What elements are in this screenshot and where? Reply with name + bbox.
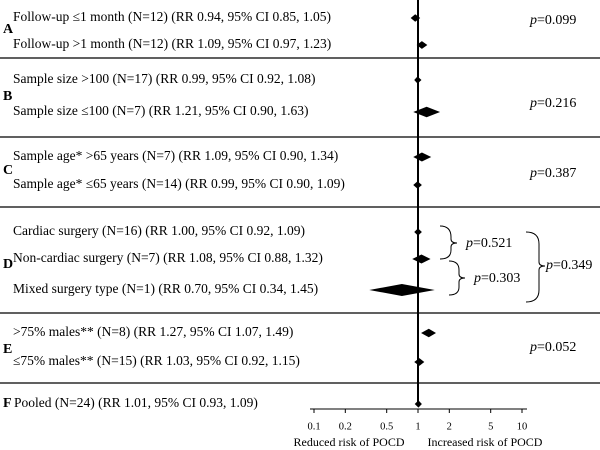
x-tick-label: 0.1: [307, 421, 320, 432]
estimate-diamond: [414, 358, 425, 366]
group-letter: C: [3, 163, 13, 178]
x-tick-label: 10: [517, 421, 528, 432]
row-label: ≤75% males** (N=15) (RR 1.03, 95% CI 0.9…: [13, 353, 300, 368]
p-symbol: p: [529, 340, 537, 355]
x-tick-label: 1: [415, 421, 420, 432]
row-label: >75% males** (N=8) (RR 1.27, 95% CI 1.07…: [13, 324, 293, 339]
p-number: =0.349: [553, 258, 592, 273]
estimate-diamond: [414, 76, 422, 84]
p-number: =0.303: [481, 271, 520, 286]
bracket-cardiac-vs-noncardiac: [439, 225, 458, 260]
row-label: Mixed surgery type (N=1) (RR 0.70, 95% C…: [13, 281, 318, 296]
group-separators: [0, 57, 600, 384]
estimate-diamond: [410, 14, 421, 22]
group-letter: F: [3, 396, 12, 411]
p-symbol: p: [529, 96, 537, 111]
p-number: =0.052: [537, 340, 576, 355]
x-tick-label: 2: [447, 421, 452, 432]
estimate-diamond: [421, 328, 437, 338]
x-tick-label: 5: [488, 421, 493, 432]
p-number: =0.387: [537, 166, 576, 181]
p-values: p=0.099p=0.216p=0.387p=0.521p=0.303p=0.3…: [439, 13, 592, 355]
estimate-diamond: [414, 400, 422, 408]
row-label: Sample age* ≤65 years (N=14) (RR 0.99, 9…: [13, 176, 345, 191]
estimate-diamond: [414, 228, 422, 236]
x-axis: 0.1 0.2 0.5 1 2 5 10 Reduced risk of POCD Increa…: [294, 408, 543, 449]
x-tick-label: 0.5: [380, 421, 393, 432]
bracket-surgery-overall: [525, 231, 546, 303]
estimate-marks: [369, 14, 441, 408]
p-value-cardiac-vs-noncardiac: p=0.521: [465, 236, 512, 251]
estimate-diamond: [369, 284, 435, 296]
p-value-surgery-overall: p=0.349: [545, 258, 592, 273]
estimate-diamond: [412, 254, 431, 264]
left-axis-caption: Reduced risk of POCD: [294, 435, 405, 449]
row-label: Cardiac surgery (N=16) (RR 1.00, 95% CI …: [13, 223, 305, 238]
group-p-value: p=0.052: [529, 340, 576, 355]
group-p-value: p=0.216: [529, 96, 576, 111]
group-letter: A: [3, 22, 14, 37]
group-letter: D: [3, 257, 13, 272]
group-letter: E: [3, 342, 12, 357]
estimate-diamond: [413, 152, 432, 162]
bracket-noncardiac-vs-mixed: [448, 260, 466, 296]
row-label: Sample age* >65 years (N=7) (RR 1.09, 95…: [13, 148, 338, 163]
row-label: Sample size ≤100 (N=7) (RR 1.21, 95% CI …: [13, 103, 309, 118]
estimate-diamond: [413, 106, 441, 118]
estimate-diamond: [413, 181, 422, 189]
p-symbol: p: [529, 166, 537, 181]
group-p-value: p=0.099: [529, 13, 576, 28]
p-symbol: p: [545, 258, 553, 273]
p-symbol: p: [529, 13, 537, 28]
p-number: =0.099: [537, 13, 576, 28]
row-label: Sample size >100 (N=17) (RR 0.99, 95% CI…: [13, 71, 315, 86]
group-letter: B: [3, 89, 12, 104]
p-symbol: p: [473, 271, 481, 286]
row-label: Follow-up ≤1 month (N=12) (RR 0.94, 95% …: [13, 9, 331, 24]
row-label: Follow-up >1 month (N=12) (RR 1.09, 95% …: [13, 36, 331, 51]
row-label: Non-cardiac surgery (N=7) (RR 1.08, 95% …: [13, 250, 323, 265]
estimate-diamond: [416, 41, 428, 49]
x-tick-label: 0.2: [339, 421, 352, 432]
group-p-value: p=0.387: [529, 166, 576, 181]
p-number: =0.216: [537, 96, 576, 111]
p-symbol: p: [465, 236, 473, 251]
right-axis-caption: Increased risk of POCD: [428, 435, 543, 449]
p-number: =0.521: [473, 236, 512, 251]
p-value-noncardiac-vs-mixed: p=0.303: [473, 271, 520, 286]
row-label: Pooled (N=24) (RR 1.01, 95% CI 0.93, 1.0…: [14, 395, 258, 410]
